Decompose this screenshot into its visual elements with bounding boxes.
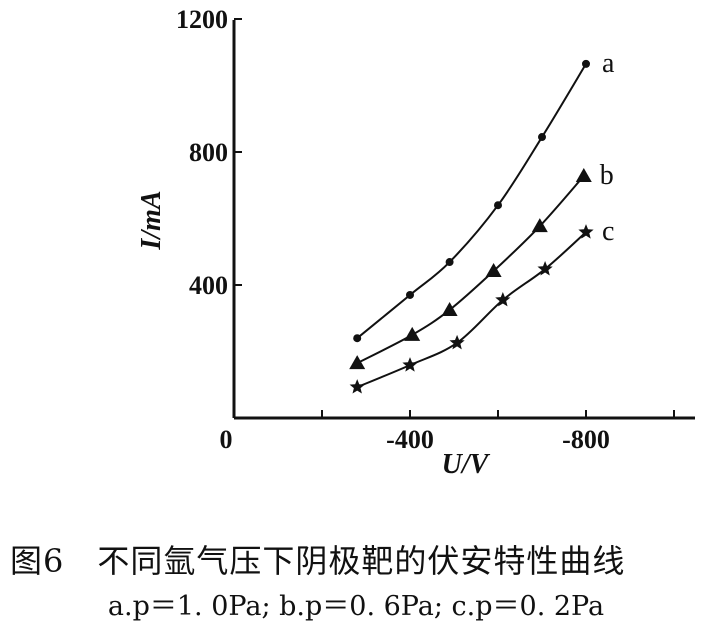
series-line-b bbox=[356, 175, 585, 365]
series-label-c: c bbox=[602, 216, 614, 247]
data-point-c bbox=[495, 291, 511, 307]
y-axis-label: I/mA bbox=[136, 190, 167, 250]
data-point-b bbox=[441, 301, 458, 316]
series-line-a bbox=[356, 63, 587, 339]
data-point-a bbox=[353, 334, 362, 343]
data-point-b bbox=[485, 263, 502, 278]
data-point-c bbox=[402, 357, 418, 372]
y-tick-label: 800 bbox=[189, 138, 228, 167]
x-tick-label: 0 bbox=[220, 425, 233, 454]
series-label-a: a bbox=[602, 48, 615, 79]
data-point-c bbox=[578, 224, 594, 239]
data-point-a bbox=[538, 133, 546, 142]
data-point-b bbox=[575, 167, 592, 182]
series-label-b: b bbox=[600, 160, 614, 191]
data-point-a bbox=[582, 59, 590, 68]
data-point-b bbox=[349, 355, 366, 370]
figure-caption: 图6 不同氩气压下阴极靶的伏安特性曲线 bbox=[10, 542, 626, 580]
data-point-a bbox=[445, 258, 454, 267]
data-point-c bbox=[449, 334, 465, 350]
x-tick-label: -800 bbox=[562, 425, 610, 454]
series-line-c bbox=[356, 231, 587, 389]
data-point-c bbox=[349, 379, 365, 394]
data-point-c bbox=[537, 261, 553, 276]
x-axis-label: U/V bbox=[442, 449, 491, 480]
x-tick-label: -400 bbox=[386, 425, 434, 454]
data-point-a bbox=[494, 201, 502, 210]
figure-legend-caption: a.p＝1. 0Pa; b.p＝0. 6Pa; c.p＝0. 2Pa bbox=[107, 591, 605, 621]
y-tick-label: 1200 bbox=[176, 5, 228, 34]
y-tick-label: 400 bbox=[189, 271, 228, 300]
data-point-a bbox=[406, 290, 414, 299]
data-point-b bbox=[531, 218, 548, 233]
data-point-b bbox=[404, 326, 421, 341]
